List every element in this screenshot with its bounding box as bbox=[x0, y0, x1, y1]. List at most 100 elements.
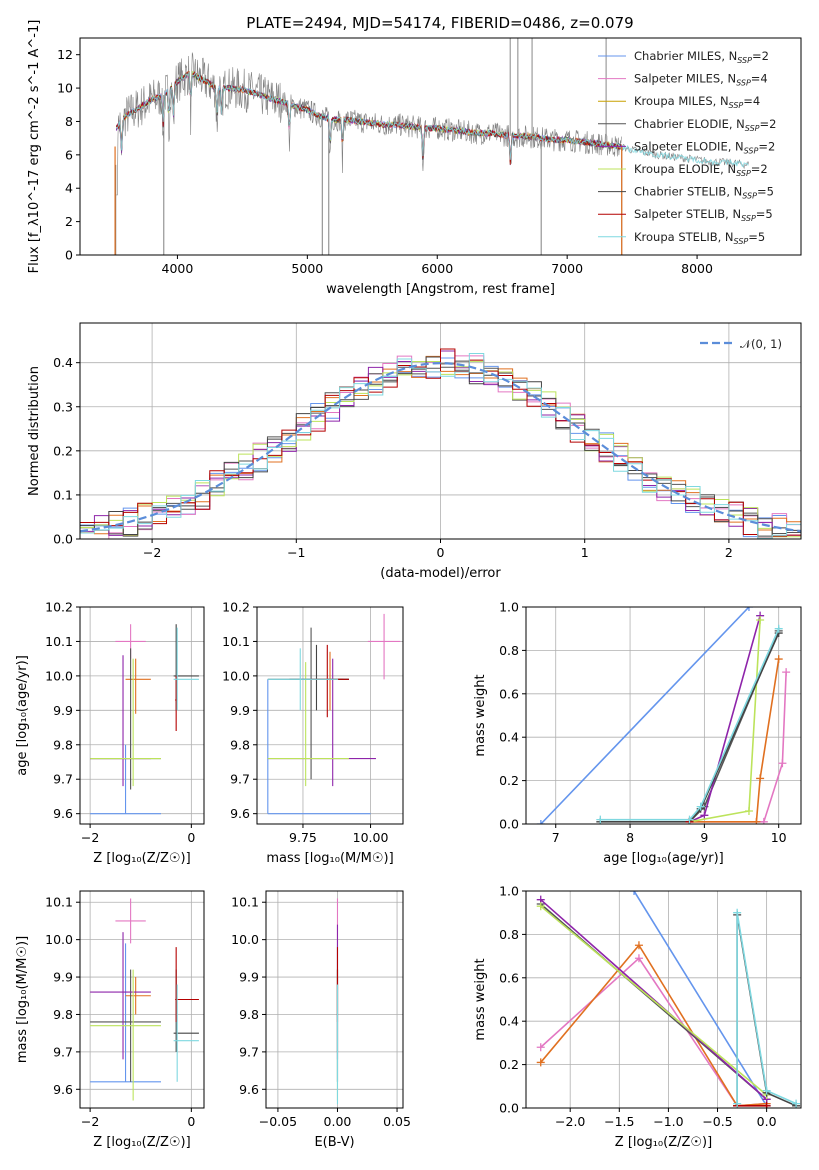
mass_vs_Z-points bbox=[90, 898, 199, 1101]
x-tick-label: −0.05 bbox=[259, 1114, 297, 1129]
residual-plot bbox=[80, 348, 801, 539]
y-tick-label: 10.1 bbox=[222, 634, 250, 649]
x-tick-label: 2 bbox=[725, 545, 733, 560]
y-axis-label: Flux [f_λ10^-17 erg cm^-2 s^-1 A^-1] bbox=[27, 20, 42, 274]
x-tick-label: −1.5 bbox=[604, 1114, 634, 1129]
x-tick-label: 7 bbox=[552, 830, 560, 845]
y-tick-label: 9.8 bbox=[239, 1007, 259, 1022]
y-tick-label: 8 bbox=[65, 114, 73, 129]
weight_vs_Z-frame bbox=[525, 890, 802, 1109]
x-tick-label: −2 bbox=[81, 1114, 99, 1129]
y-tick-label: 0.0 bbox=[499, 1101, 519, 1116]
x-tick-label: 5000 bbox=[291, 261, 323, 276]
y-axis-label: Normed distribution bbox=[27, 366, 42, 496]
x-axis-label: Z [log₁₀(Z/Z☉)] bbox=[93, 851, 190, 866]
weight_vs_age-lines bbox=[536, 607, 791, 824]
weight-marker bbox=[792, 1099, 801, 1108]
y-tick-label: 10.0 bbox=[222, 668, 250, 683]
x-tick-label: 10.00 bbox=[353, 830, 389, 845]
mass_vs_Z-gridlines bbox=[80, 891, 204, 1108]
weight-series bbox=[540, 957, 767, 1107]
weight-marker bbox=[744, 607, 753, 611]
x-tick-label: 9 bbox=[700, 830, 708, 845]
weight-marker bbox=[536, 820, 545, 824]
weight-marker bbox=[756, 774, 765, 783]
x-axis-label: Z [log₁₀(Z/Z☉)] bbox=[93, 1135, 190, 1150]
x-tick-label: −0.5 bbox=[702, 1114, 732, 1129]
weight-marker bbox=[685, 815, 694, 824]
mass_vs_EBV-frame bbox=[265, 890, 404, 1109]
y-axis-label: age [log₁₀(age/yr)] bbox=[15, 655, 30, 776]
y-tick-label: 10.1 bbox=[45, 634, 73, 649]
weight-marker bbox=[782, 668, 791, 677]
weight-marker bbox=[630, 891, 639, 895]
legend-label: Chabrier STELIB, NSSP=5 bbox=[634, 185, 774, 201]
age_vs_mass-axes: 9.75 10.00 9.6 9.7 9.8 9.9 10.0 10.1 10.2 mass [l… bbox=[222, 600, 403, 866]
model-spectrum bbox=[115, 71, 622, 165]
weight-series bbox=[540, 905, 768, 1096]
legend-label: Salpeter STELIB, NSSP=5 bbox=[634, 207, 773, 223]
y-tick-label: 9.9 bbox=[239, 970, 259, 985]
x-tick-label: 8000 bbox=[681, 261, 713, 276]
y-tick-label: 10.0 bbox=[45, 668, 73, 683]
weight-marker bbox=[762, 1086, 771, 1095]
weight-marker bbox=[752, 817, 761, 824]
x-tick-label: −2 bbox=[143, 545, 161, 560]
weight-marker bbox=[536, 1058, 545, 1067]
x-axis-label: Z [log₁₀(Z/Z☉)] bbox=[615, 1135, 712, 1150]
y-tick-label: 9.6 bbox=[53, 806, 73, 821]
x-tick-label: 0 bbox=[187, 1114, 195, 1129]
x-tick-label: −2 bbox=[81, 830, 99, 845]
x-axis-label: E(B-V) bbox=[314, 1135, 354, 1150]
y-tick-label: 10 bbox=[57, 81, 73, 96]
x-axis-label: mass [log₁₀(M/M☉)] bbox=[266, 851, 393, 866]
legend-label: Kroupa MILES, NSSP=4 bbox=[634, 94, 760, 110]
y-tick-label: 0.6 bbox=[499, 970, 519, 985]
y-tick-label: 0.1 bbox=[53, 487, 73, 502]
y-tick-label: 0.0 bbox=[499, 817, 519, 832]
y-tick-label: 9.9 bbox=[53, 970, 73, 985]
x-tick-label: 8 bbox=[626, 830, 634, 845]
legend-label: Chabrier MILES, NSSP=2 bbox=[634, 49, 769, 65]
weight-marker bbox=[700, 811, 709, 820]
weight-marker bbox=[634, 954, 643, 963]
x-tick-label: 0.05 bbox=[383, 1114, 411, 1129]
y-tick-label: 0.3 bbox=[53, 399, 73, 414]
weight-marker bbox=[762, 1101, 771, 1108]
weight-series bbox=[736, 912, 797, 1105]
weight_vs_age-axes: 7 8 9 10 0.0 0.2 0.4 0.6 0.8 1.0 age [log₁₀(age/yr… bbox=[473, 600, 801, 866]
x-tick-label: 7000 bbox=[551, 261, 583, 276]
y-tick-label: 9.8 bbox=[53, 1007, 73, 1022]
weight-marker bbox=[774, 624, 783, 633]
y-tick-label: 9.7 bbox=[53, 1044, 73, 1059]
y-tick-label: 10.2 bbox=[45, 600, 73, 615]
y-tick-label: 1.0 bbox=[499, 884, 519, 899]
spectrum-axes: 4000 5000 6000 7000 8000 0 2 4 6 8 10 12 wavelength … bbox=[27, 20, 713, 297]
x-tick-label: 0 bbox=[437, 545, 445, 560]
y-tick-label: 0.8 bbox=[499, 643, 519, 658]
y-tick-label: 9.7 bbox=[53, 772, 73, 787]
x-axis-label: wavelength [Angstrom, rest frame] bbox=[326, 282, 555, 297]
y-tick-label: 0 bbox=[65, 248, 73, 263]
age_vs_mass-points bbox=[267, 613, 401, 815]
y-tick-label: 9.7 bbox=[239, 1044, 259, 1059]
y-axis-label: mass [log₁₀(M/M☉)] bbox=[15, 936, 30, 1063]
weight-marker bbox=[596, 815, 605, 824]
x-tick-label: 4000 bbox=[162, 261, 194, 276]
x-tick-label: 0.0 bbox=[757, 1114, 777, 1129]
weight-series bbox=[600, 632, 780, 823]
normal-curve bbox=[80, 362, 801, 533]
weight-marker bbox=[778, 759, 787, 768]
weight-series bbox=[540, 899, 768, 1100]
age_vs_mass-gridlines bbox=[257, 606, 403, 824]
y-tick-label: 4 bbox=[65, 181, 73, 196]
weight-marker bbox=[696, 802, 705, 811]
y-tick-label: 9.6 bbox=[230, 806, 250, 821]
age_vs_mass-frame bbox=[256, 606, 404, 825]
legend-label: Kroupa ELODIE, NSSP=2 bbox=[634, 162, 768, 178]
legend-label: Salpeter ELODIE, NSSP=2 bbox=[634, 139, 775, 155]
y-tick-label: 9.6 bbox=[53, 1082, 73, 1097]
mass_vs_EBV-axes: −0.05 0.00 0.05 9.6 9.7 9.8 9.9 10.0 10.1 E(B-V) bbox=[231, 891, 411, 1150]
chart-layer: 4000 5000 6000 7000 8000024681012wavelength … bbox=[15, 20, 802, 1150]
weight-marker bbox=[733, 1099, 742, 1108]
